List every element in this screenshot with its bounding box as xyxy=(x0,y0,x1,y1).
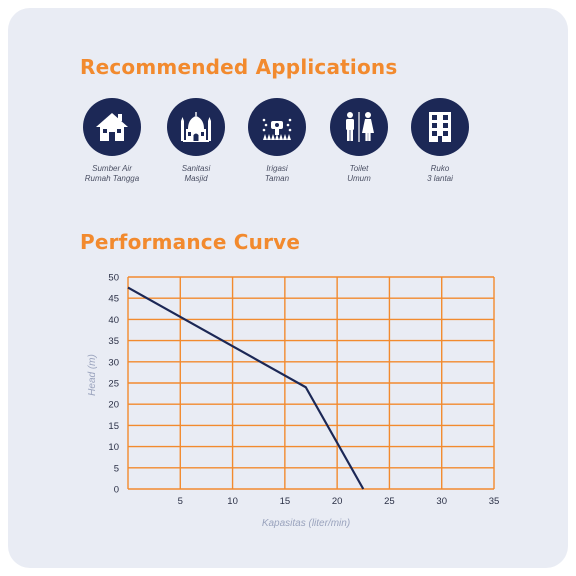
applications-title: Recommended Applications xyxy=(80,55,398,79)
y-tick-label: 30 xyxy=(108,357,119,368)
building-icon xyxy=(411,98,469,156)
app-item-toilet: Toilet Umum xyxy=(319,98,399,184)
x-tick-label: 5 xyxy=(178,496,183,507)
performance-title: Performance Curve xyxy=(80,230,301,254)
app-label: Ruko 3 lantai xyxy=(427,164,453,183)
app-item-house: Sumber Air Rumah Tangga xyxy=(72,98,152,184)
y-tick-label: 20 xyxy=(108,400,119,411)
y-tick-label: 10 xyxy=(108,442,119,453)
x-tick-label: 30 xyxy=(436,496,447,507)
y-tick-label: 5 xyxy=(114,463,119,474)
y-tick-label: 50 xyxy=(108,273,119,284)
app-item-mosque: Sanitasi Masjid xyxy=(156,98,236,184)
y-tick-label: 15 xyxy=(108,421,119,432)
chart-grid xyxy=(127,276,495,490)
y-tick-label: 0 xyxy=(114,485,119,496)
x-tick-label: 20 xyxy=(332,496,343,507)
y-tick-label: 25 xyxy=(108,379,119,390)
app-label: Sanitasi Masjid xyxy=(181,164,211,183)
x-tick-labels: 5 10 15 20 25 30 35 xyxy=(178,496,500,507)
y-tick-labels: 0 5 10 15 20 25 30 35 40 45 50 xyxy=(108,273,119,496)
x-tick-label: 10 xyxy=(227,496,238,507)
x-tick-label: 35 xyxy=(489,496,500,507)
toilet-icon xyxy=(330,98,388,156)
house-icon xyxy=(83,98,141,156)
y-tick-label: 35 xyxy=(108,336,119,347)
y-axis-label: Head (m) xyxy=(87,354,98,396)
app-label: Sumber Air Rumah Tangga xyxy=(84,164,140,183)
mosque-icon xyxy=(167,98,225,156)
y-tick-label: 45 xyxy=(108,294,119,305)
performance-curve-line xyxy=(127,286,365,490)
x-axis-label: Kapasitas (liter/min) xyxy=(262,518,350,529)
app-label: Irigasi Taman xyxy=(264,164,290,183)
app-item-sprinkler: Irigasi Taman xyxy=(237,98,317,184)
applications-list: Sumber Air Rumah Tangga Sanitasi Masjid xyxy=(0,98,576,198)
app-item-building: Ruko 3 lantai xyxy=(400,98,480,184)
x-tick-label: 15 xyxy=(280,496,291,507)
sprinkler-icon xyxy=(248,98,306,156)
y-tick-label: 40 xyxy=(108,315,119,326)
app-label: Toilet Umum xyxy=(347,164,371,183)
x-tick-label: 25 xyxy=(384,496,395,507)
